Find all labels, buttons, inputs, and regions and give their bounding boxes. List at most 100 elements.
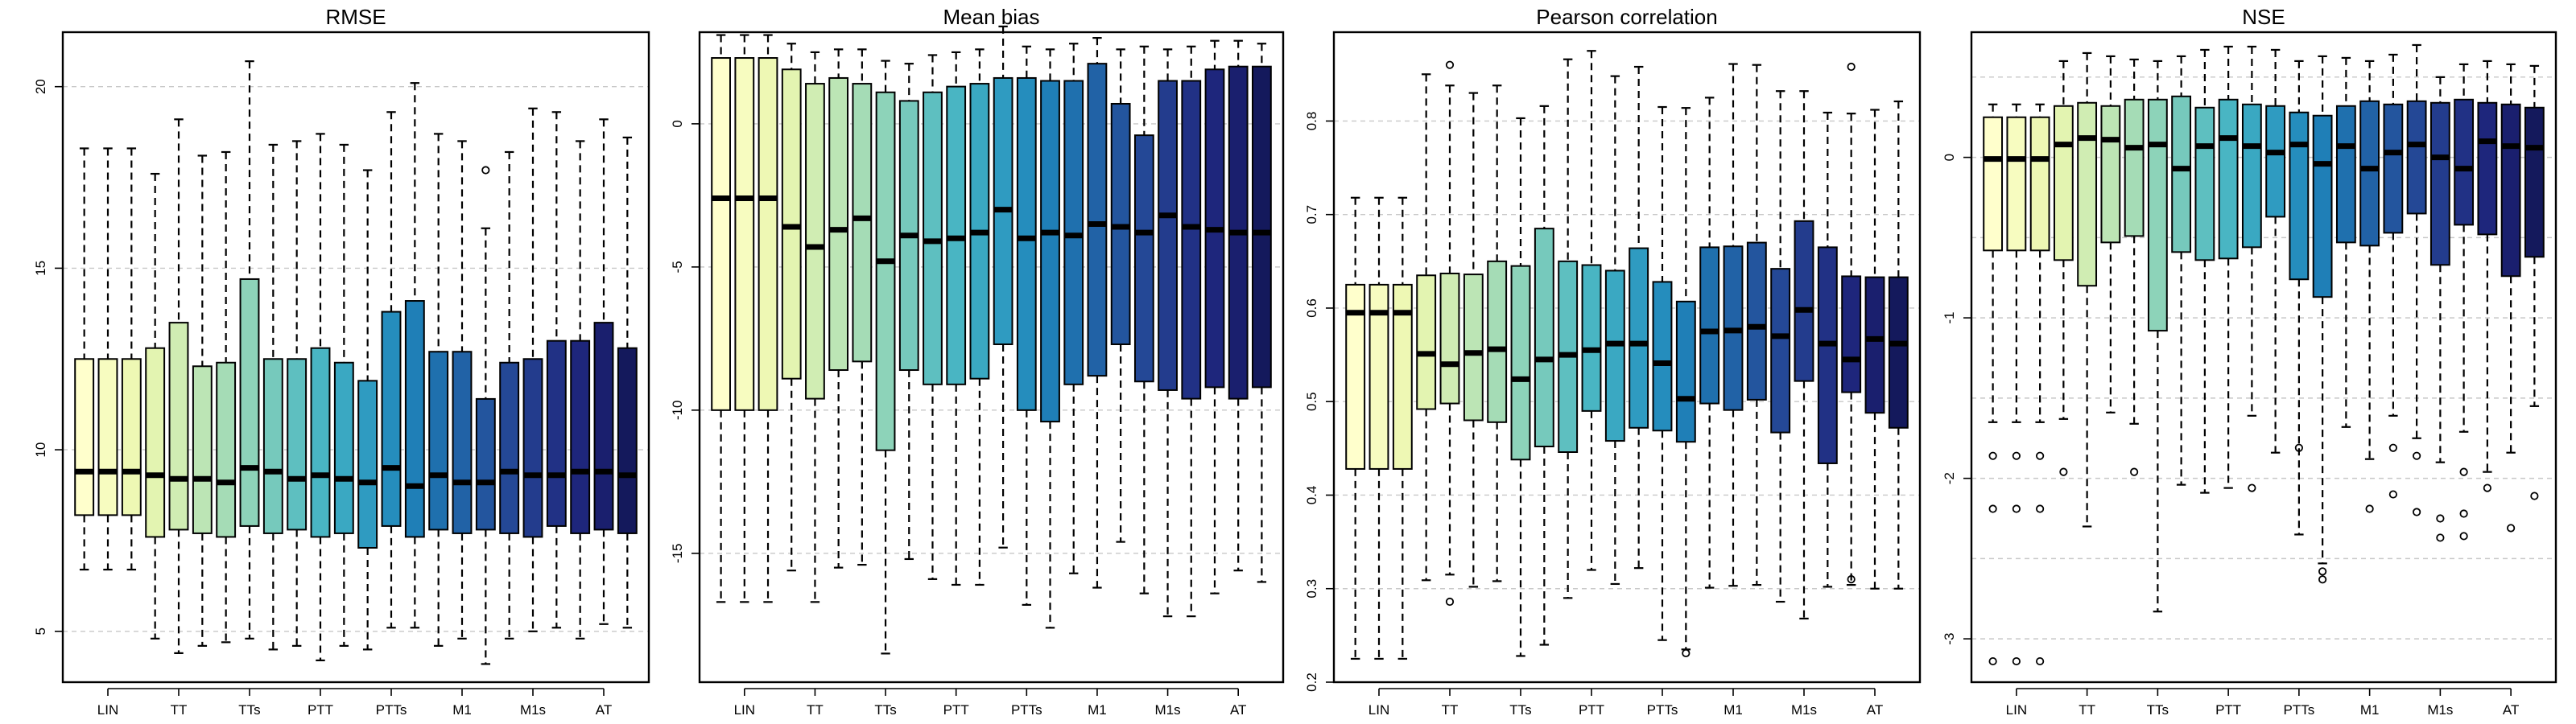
box-body [617, 347, 638, 534]
box-body [192, 365, 213, 534]
box-body [2218, 98, 2239, 260]
x-tick-label: TTs [238, 702, 260, 718]
box-22 [1864, 109, 1885, 590]
panel-2: Pearson correlation 0.2 0.3 0.4 0.5 0.6 0.7 0.8… [1304, 5, 1922, 718]
box-6 [216, 150, 237, 644]
y-tick-label: 15 [33, 261, 48, 276]
box-body [2171, 95, 2192, 253]
x-tick-label: PTTs [1011, 702, 1042, 718]
box-19 [1158, 48, 1178, 618]
box-21 [570, 140, 591, 640]
y-tick-label: -5 [670, 261, 685, 273]
box-body [1534, 228, 1554, 448]
box-23 [2524, 64, 2545, 500]
x-tick-label: TT [807, 702, 824, 718]
box-body [923, 91, 943, 385]
box-17 [2383, 53, 2404, 499]
box-body [758, 57, 778, 411]
box-body [1629, 247, 1649, 429]
box-body [1063, 80, 1084, 385]
y-tick-label: 0.6 [1304, 298, 1319, 318]
x-tick-label: LIN [97, 702, 118, 718]
box-body [2359, 100, 2380, 247]
box-6 [852, 48, 873, 566]
box-14 [1040, 48, 1060, 629]
outlier-point [2318, 567, 2327, 576]
y-tick-label: 0.2 [1304, 673, 1319, 692]
box-4 [168, 118, 189, 654]
box-11 [333, 143, 354, 647]
x-tick-label: TT [2079, 702, 2095, 718]
x-tick-label: PTTs [376, 702, 407, 718]
box-16 [452, 140, 473, 640]
outlier-point [2530, 492, 2539, 500]
box-body [1652, 281, 1673, 432]
box-15 [1699, 97, 1720, 589]
panel-title: Mean bias [943, 5, 1040, 29]
box-9 [287, 140, 308, 647]
box-7 [875, 60, 896, 655]
box-body [1345, 283, 1366, 470]
box-21 [2477, 60, 2498, 492]
outlier-point [2388, 490, 2397, 499]
x-tick-label: LIN [1368, 702, 1389, 718]
box-body [1604, 269, 1625, 442]
x-tick-label: PTTs [2284, 702, 2315, 718]
box-19 [522, 107, 543, 632]
y-tick-label: -3 [1942, 633, 1957, 645]
box-10 [1581, 50, 1602, 571]
box-body [1439, 272, 1460, 405]
outlier-point [2036, 451, 2045, 460]
y-tick-label: -1 [1942, 312, 1957, 324]
x-tick-label: M1 [2360, 702, 2380, 718]
box-15 [1063, 43, 1084, 574]
x-tick-label: M1s [1791, 702, 1817, 718]
outlier-point [2413, 451, 2421, 460]
outlier-point [1988, 656, 1997, 666]
box-body [428, 351, 449, 531]
x-tick-label: AT [596, 702, 612, 718]
box-body [1510, 265, 1531, 461]
box-6 [2124, 58, 2145, 476]
x-tick-label: AT [1230, 702, 1246, 718]
box-body [1817, 246, 1838, 464]
box-body [1087, 63, 1108, 377]
y-tick-label: 10 [33, 442, 48, 458]
box-5 [828, 48, 849, 569]
box-22 [1228, 39, 1249, 572]
box-18 [1133, 45, 1154, 594]
box-3 [2053, 60, 2074, 476]
outlier-point [2036, 504, 2045, 513]
box-2 [121, 147, 142, 571]
box-17 [1746, 64, 1767, 586]
box-13 [381, 111, 402, 629]
x-tick-label: M1s [1155, 702, 1181, 718]
box-15 [2335, 56, 2356, 428]
box-22 [593, 118, 614, 625]
y-tick-label: -2 [1942, 472, 1957, 484]
outlier-point [2436, 514, 2445, 523]
x-tick-label: LIN [2006, 702, 2027, 718]
outlier-point [2459, 532, 2468, 541]
outlier-point [2459, 509, 2468, 518]
box-13 [1016, 45, 1037, 606]
x-tick-label: LIN [734, 702, 755, 718]
outlier-point [2012, 451, 2021, 460]
outlier-point [2413, 508, 2421, 516]
box-body [2406, 100, 2427, 215]
panel-title: NSE [2242, 5, 2285, 29]
outlier-point [2365, 504, 2374, 513]
box-12 [357, 169, 378, 651]
box-body [1770, 268, 1791, 434]
box-body [475, 397, 496, 531]
box-body [1983, 116, 2004, 252]
box-1 [97, 147, 118, 571]
box-body [1463, 274, 1484, 422]
plot-frame [1970, 31, 2557, 684]
box-body [381, 311, 402, 527]
box-body [2383, 103, 2404, 234]
box-body [2312, 114, 2333, 298]
box-body [1794, 220, 1814, 382]
box-11 [969, 48, 990, 586]
box-22 [2500, 63, 2521, 533]
